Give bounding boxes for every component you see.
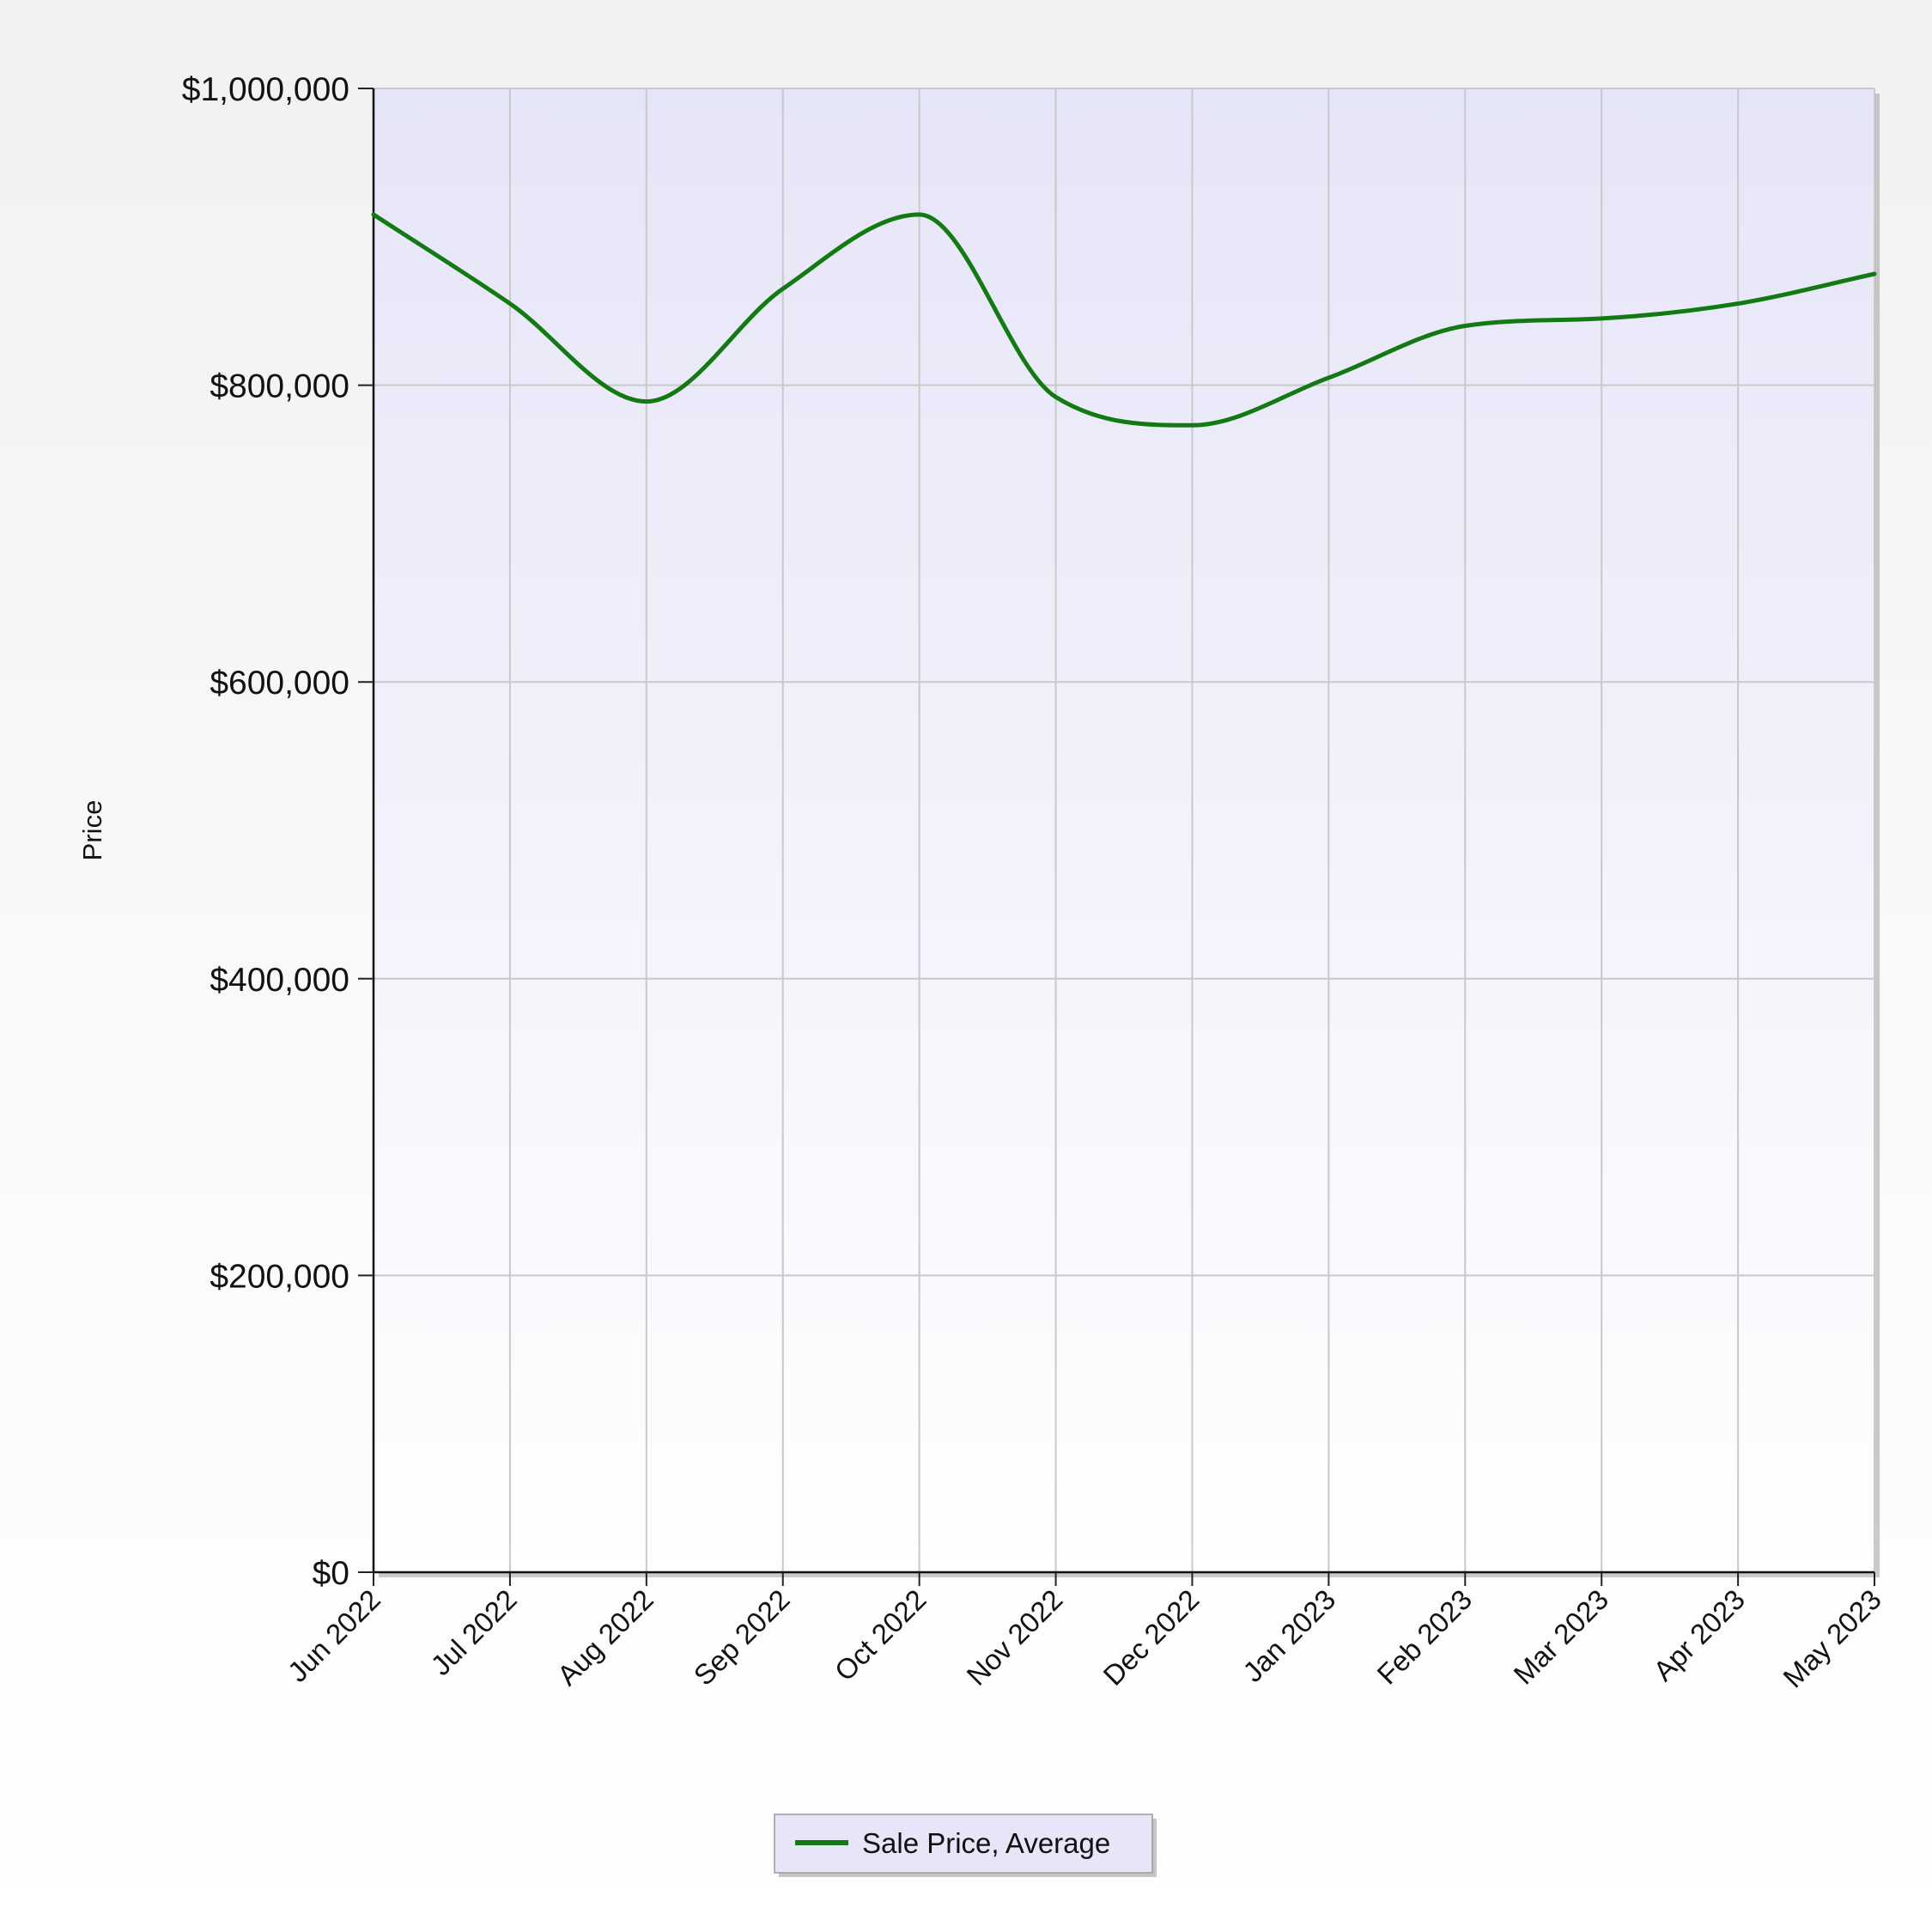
x-tick-label: Nov 2022	[960, 1583, 1068, 1692]
x-tick-label: Dec 2022	[1097, 1583, 1205, 1692]
x-tick-label: May 2023	[1777, 1583, 1887, 1694]
x-tick-label: Jan 2023	[1236, 1583, 1341, 1688]
x-tick-label: Mar 2023	[1507, 1583, 1614, 1691]
y-tick-label: $600,000	[210, 665, 349, 702]
y-tick-label: $1,000,000	[182, 71, 349, 108]
series-layer	[371, 212, 1877, 428]
gridlines	[374, 88, 1875, 1572]
x-axis-ticks: Jun 2022 Jul 2022 Aug 2022 Sep 2022 Oct 2022…	[282, 1572, 1887, 1693]
x-tick-label: Aug 2022	[551, 1583, 659, 1692]
legend: Sale Price, Average	[774, 1814, 1157, 1877]
axes	[372, 88, 1874, 1574]
x-tick-label: Jul 2022	[424, 1583, 522, 1681]
y-tick-label: $200,000	[210, 1258, 349, 1295]
x-tick-label: Apr 2023	[1647, 1583, 1751, 1687]
y-tick-label: $800,000	[210, 368, 349, 405]
series-line-sale-price-average	[371, 212, 1877, 428]
x-tick-label: Feb 2023	[1370, 1583, 1478, 1691]
x-tick-label: Sep 2022	[688, 1583, 796, 1692]
plot-area	[374, 88, 1874, 1572]
y-tick-label: $400,000	[210, 962, 349, 999]
y-axis-ticks: $0 $200,000 $400,000 $600,000 $800,000 $1,000…	[182, 71, 374, 1592]
y-tick-label: $0	[313, 1555, 349, 1592]
x-tick-label: Jun 2022	[282, 1583, 386, 1688]
x-tick-label: Oct 2022	[829, 1583, 933, 1687]
y-axis-title: Price	[77, 800, 107, 861]
legend-label-sale-price-average: Sale Price, Average	[862, 1827, 1110, 1859]
